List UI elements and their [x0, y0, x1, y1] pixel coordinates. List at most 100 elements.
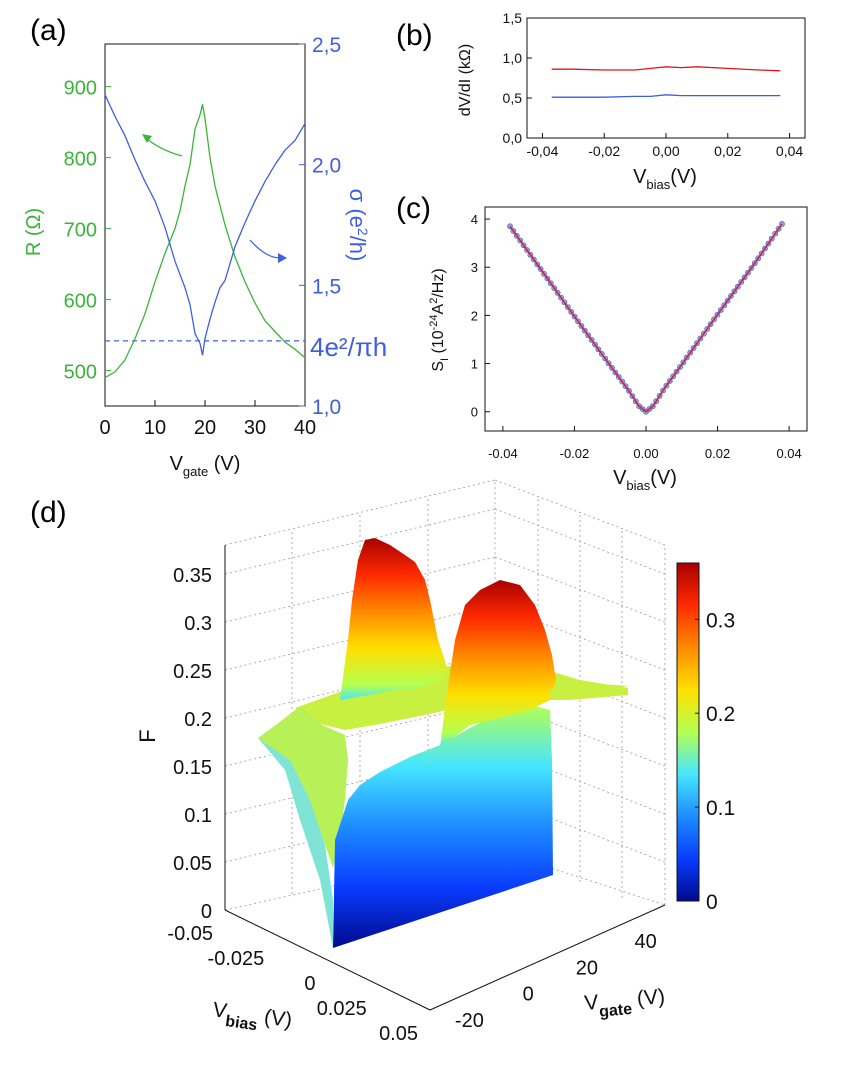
panel-c-ylabel-mid: (10	[430, 330, 447, 358]
panel-a-left-tick-label: 600	[64, 291, 97, 313]
panel-d-bias-tick-label: -0.05	[167, 923, 213, 945]
panel-b-x-ticks: -0,04 -0,02 0,00 0,02 0,04	[526, 133, 803, 159]
surface-front-face	[333, 705, 553, 948]
panel-a-x-tick-label: 20	[194, 417, 216, 439]
panel-b-y-tick-label: 0,0	[503, 130, 523, 146]
panel-label-d: (d)	[30, 496, 67, 529]
panel-c-xlabel-sub: bias	[626, 478, 650, 493]
panel-a-conductivity-series	[104, 94, 306, 356]
panel-b-y-tick-label: 0,5	[503, 90, 523, 106]
panel-d-bias-tick-label: 0	[304, 973, 315, 995]
panel-a-right-tick-label: 1,0	[312, 396, 341, 419]
panel-c-ylabel-sub: I	[439, 358, 451, 361]
panel-c-ylabel-s: S	[430, 361, 447, 372]
panel-c-ylabel: SI (10-24A2/Hz)	[428, 268, 451, 371]
panel-c-y-tick-label: 4	[471, 212, 478, 227]
panel-d-z-tick-label: 0.25	[173, 661, 212, 683]
panel-d-back-right-wall	[494, 479, 666, 905]
panel-a-x-tick-label: 10	[144, 417, 166, 439]
panel-d-z-tick-label: 0.15	[173, 757, 212, 779]
panel-d-z-tick-label: 0.1	[184, 805, 212, 827]
colorbar-tick-label: 0	[706, 891, 718, 914]
panel-label-a: (a)	[30, 14, 67, 47]
panel-d-z-tick-label: 0.2	[184, 709, 212, 731]
panel-a-left-tick-label: 700	[64, 220, 97, 242]
panel-c-xlabel-tail: (V)	[650, 467, 677, 489]
panel-d-gate-label-tail: (V)	[630, 985, 666, 1011]
panel-a-right-ylabel-sup: 2	[355, 228, 371, 236]
panel-a-x-ticks: 0 10 20 30 40	[99, 400, 316, 439]
panel-d-gate-axis	[429, 904, 666, 1011]
panel-a-left-ylabel: R (Ω)	[23, 208, 45, 256]
panel-b-xlabel: Vbias(V)	[633, 166, 697, 192]
panel-b-x-tick-label: 0,00	[652, 143, 679, 159]
panel-a-left-tick-label: 900	[64, 78, 97, 100]
panel-b-y-tick-label: 1,5	[503, 10, 523, 26]
panel-c-y-tick-label: 3	[471, 260, 478, 275]
panel-c-xlabel-main: V	[613, 467, 627, 489]
panel-a-blue-arrow	[249, 239, 281, 259]
panel-a-right-ylabel-tail: /h)	[345, 236, 370, 262]
panel-a-xlabel: Vgate (V)	[170, 453, 241, 479]
panel-a-resistance-series	[104, 104, 306, 379]
panel-label-c: (c)	[396, 192, 431, 225]
panel-b: 0,0 0,5 1,0 1,5 -0,04 -0,02 0,00 0,02 0,04 dV/d…	[457, 10, 806, 192]
panel-c-ylabel-a: A	[430, 303, 447, 314]
panel-d-zlabel: F	[135, 729, 160, 742]
panel-d-gate-label-sub: gate	[599, 1001, 633, 1021]
panel-b-y-tick-label: 1,0	[503, 50, 523, 66]
panel-d-bias-axis	[224, 909, 431, 1011]
panel-d-bias-label-main: V	[211, 998, 228, 1023]
panel-d-bias-label: Vbias (V)	[210, 998, 293, 1039]
panel-a-green-arrowhead	[142, 134, 152, 143]
panel-c-y-tick-label: 0	[471, 405, 478, 420]
panel-d-gate-tick-label: 0	[523, 984, 534, 1006]
panel-label-b: (b)	[396, 19, 433, 52]
panel-b-xlabel-tail: (V)	[670, 166, 697, 188]
panel-a-xlabel-sub: gate	[183, 464, 208, 479]
panel-c-ylabel-sq: 2	[428, 298, 440, 304]
panel-a-right-ylabel: σ (e2/h)	[345, 189, 371, 262]
panel-a-blue-arrowhead	[278, 253, 287, 263]
panel-d: 0 0.05 0.1 0.15 0.2 0.25 0.3 0.35 -0.05 -0.025 0 0…	[135, 479, 735, 1045]
panel-a-left-ticks: 500 600 700 800 900	[64, 78, 111, 384]
panel-a-left-tick-label: 500	[64, 362, 97, 384]
panel-c-x-tick-label: -0.04	[488, 446, 518, 461]
colorbar-tick-label: 0.1	[706, 797, 735, 820]
panel-a-dashed-label: 4e²/πh	[310, 332, 387, 362]
panel-b-x-tick-label: -0,04	[526, 143, 558, 159]
panel-d-gate-tick-label: 40	[635, 931, 657, 953]
panel-a-right-tick-label: 1,5	[312, 275, 341, 298]
panel-a-xlabel-main: V	[170, 453, 184, 475]
panel-d-bias-tick-label: -0.025	[208, 948, 265, 970]
panel-b-red-series	[551, 66, 781, 72]
panel-c-fit-line	[509, 223, 783, 413]
colorbar-ticks: 0 0.1 0.2 0.3	[695, 609, 735, 914]
panel-b-y-ticks: 0,0 0,5 1,0 1,5	[503, 10, 532, 146]
panel-c-y-tick-label: 1	[471, 357, 478, 372]
panel-c-frame	[484, 206, 808, 432]
panel-a-frame	[104, 43, 306, 407]
panel-c-x-tick-label: 0.04	[776, 446, 801, 461]
colorbar-tick-label: 0.3	[706, 609, 735, 632]
panel-d-grid-line	[224, 556, 496, 623]
panel-d-gate-label-main: V	[583, 991, 599, 1015]
panel-d-bias-ticks: -0.05 -0.025 00.025 0.05	[167, 923, 418, 1045]
panel-d-grid-line	[224, 604, 496, 671]
panel-d-z-ticks: 0 0.05 0.1 0.15 0.2 0.25 0.3 0.35	[173, 565, 212, 923]
panel-d-bias-label-sub: bias	[224, 1013, 258, 1034]
panel-d-z-tick-label: 0.35	[173, 565, 212, 587]
panel-c-x-tick-label: 0.00	[633, 446, 658, 461]
panel-d-z-tick-label: 0.3	[184, 613, 212, 635]
panel-c-x-tick-label: 0.02	[705, 446, 730, 461]
panel-c-y-tick-label: 2	[471, 308, 478, 323]
panel-b-x-tick-label: -0,02	[588, 143, 620, 159]
panel-a-x-tick-label: 30	[244, 417, 266, 439]
panel-d-z-tick-label: 0.05	[173, 853, 212, 875]
panel-a-right-ticks: 1,0 1,5 2,0 2,5	[299, 34, 341, 419]
surface-peak-right	[440, 580, 556, 748]
panel-d-grid-line	[494, 556, 666, 623]
panel-a-x-tick-label: 0	[99, 417, 110, 439]
panel-a-left-tick-label: 800	[64, 149, 97, 171]
